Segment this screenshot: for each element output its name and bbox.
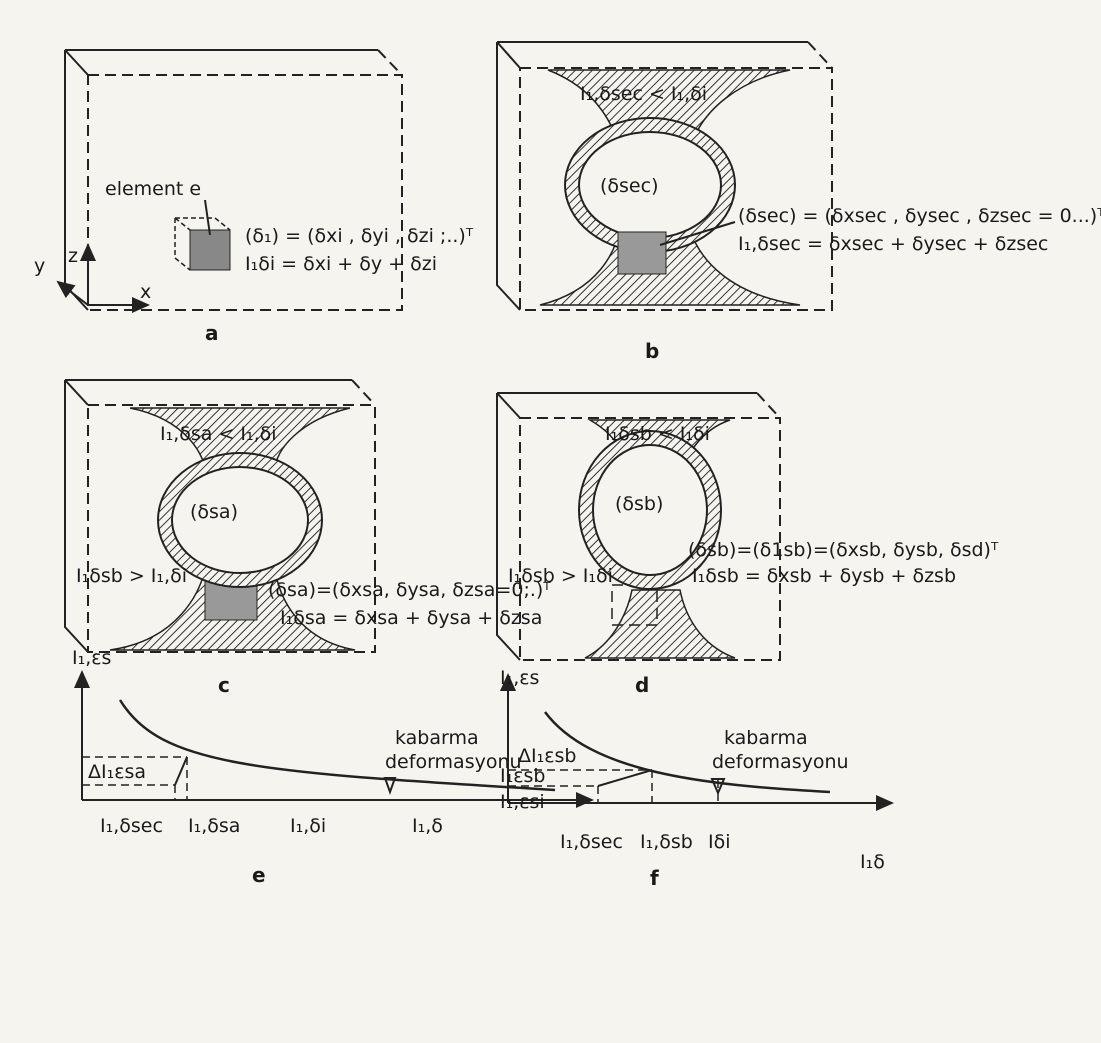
step-line	[597, 769, 653, 787]
delta-label: ΔI₁εsa	[88, 761, 146, 783]
caption: a	[205, 321, 219, 345]
guide-lines	[82, 756, 188, 800]
caption: b	[645, 339, 659, 363]
box-side	[496, 392, 757, 661]
panel-b: I₁,δsec < I₁,δi (δsec) (δsec) = (δxsec ,…	[496, 41, 1101, 363]
box-side	[496, 41, 808, 311]
panel-d: I₁δsb < I₁δi (δsb) I₁δsb > I₁δi (δsb)=(δ…	[496, 392, 999, 697]
formula: I₁,δsec = δxsec + δysec + δzsec	[738, 233, 1048, 255]
panel-c: I₁,δsa < I₁,δi (δsa) I₁δsb > I₁,δi (δsa)…	[64, 379, 551, 697]
leader	[204, 199, 211, 236]
ring-inner	[592, 444, 708, 576]
ring	[579, 431, 721, 589]
x-label: I₁,δsa	[188, 815, 240, 837]
element-cube	[189, 229, 231, 271]
curve	[118, 699, 556, 792]
note: deformasyonu	[385, 751, 522, 773]
hatched-region	[584, 589, 736, 659]
region-label: I₁,δsa < I₁,δi	[160, 423, 277, 445]
side-label: I₁δsb > I₁,δi	[76, 565, 187, 587]
panel-e: I₁,εs ΔI₁εsa kabarma deformasyonu I₁,δse…	[72, 647, 594, 887]
marker	[710, 778, 726, 796]
x-axis-label: I₁,δ	[412, 815, 443, 837]
y-axis-label: I₁,εs	[500, 667, 539, 689]
box-edge	[377, 49, 403, 76]
x-label: I₁,δsec	[100, 815, 163, 837]
panel-a: y z x element e (δ₁) = (δxi , δyi , δzi …	[34, 49, 474, 345]
box-front	[519, 417, 781, 661]
side-label: I₁δsb > I₁δi	[508, 565, 613, 587]
formula: I₁δsa = δxsa + δysa + δzsa	[280, 607, 542, 629]
step-line	[174, 756, 188, 786]
element-cube-edges	[174, 217, 231, 271]
caption: f	[650, 866, 659, 890]
box-edge	[756, 392, 781, 419]
region-label: I₁δsb < I₁δi	[605, 423, 710, 445]
marker	[383, 777, 397, 795]
note: deformasyonu	[712, 751, 849, 773]
box-front	[87, 74, 403, 311]
panel-f: I₁,εs ΔI₁εsb I₁εsb I₁,εsi kabarma deform…	[500, 667, 894, 890]
y-axis-label: I₁,εs	[72, 647, 111, 669]
ring-outer	[578, 430, 722, 590]
ring-outer	[157, 452, 323, 588]
delta-label: ΔI₁εsb	[518, 745, 576, 767]
x-label: Iδi	[708, 831, 731, 853]
x-label: I₁,δsb	[640, 831, 693, 853]
leader	[659, 221, 736, 246]
element-cube	[617, 231, 667, 275]
region-label: I₁,δsec < I₁,δi	[580, 83, 707, 105]
box-edge	[351, 379, 376, 406]
x-label: I₁,δi	[290, 815, 326, 837]
guide-lines	[508, 769, 719, 803]
formula: I₁δsb = δxsb + δysb + δzsb	[692, 565, 956, 587]
box-side	[64, 379, 352, 653]
box-edge	[807, 41, 833, 69]
ring-inner	[171, 466, 309, 574]
curve	[544, 711, 831, 794]
ring	[158, 453, 322, 587]
note: kabarma	[724, 727, 808, 749]
caption: d	[635, 673, 649, 697]
level-label: I₁,εsi	[500, 791, 545, 813]
box-front	[519, 67, 833, 311]
level-label: I₁εsb	[500, 765, 545, 787]
formula: I₁δi = δxi + δy + δzi	[245, 253, 437, 275]
ring-label: (δsb)	[615, 493, 663, 515]
x-axis-label: I₁δ	[860, 851, 885, 873]
ring-label: (δsa)	[190, 501, 238, 523]
axis-label: z	[68, 245, 78, 267]
caption: c	[218, 673, 230, 697]
box-front	[87, 404, 376, 653]
formula: (δsb)=(δ1sb)=(δxsb, δysb, δsd)ᵀ	[688, 539, 999, 561]
x-label: I₁,δsec	[560, 831, 623, 853]
axis-label: x	[140, 281, 151, 303]
element-label: element e	[105, 178, 201, 200]
formula: (δsa)=(δxsa, δysa, δzsa=0;.)ᵀ	[268, 579, 551, 601]
caption: e	[252, 863, 266, 887]
note: kabarma	[395, 727, 479, 749]
ring-label: (δsec)	[600, 175, 658, 197]
formula: (δsec) = (δxsec , δysec , δzsec = 0...)ᵀ	[738, 205, 1101, 227]
axis-label: y	[34, 255, 45, 277]
formula: (δ₁) = (δxi , δyi , δzi ;..)ᵀ	[245, 225, 474, 247]
